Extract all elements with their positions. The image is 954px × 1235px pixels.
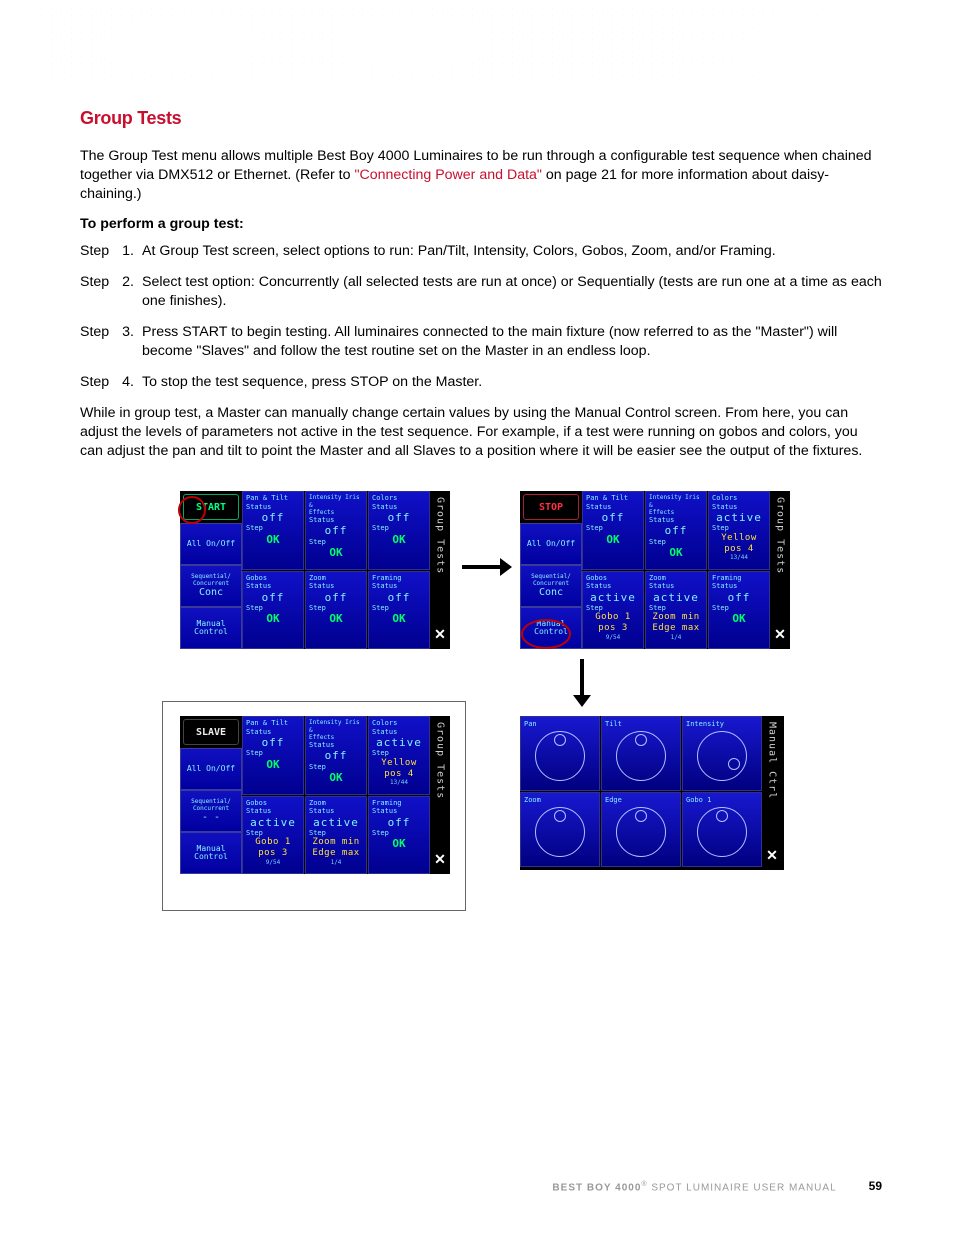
- cell-pan-tilt[interactable]: Pan & TiltStatusoffStepOK: [242, 491, 304, 570]
- cell-intensity[interactable]: Intensity Iris & EffectsStatusoffStepOK: [305, 491, 367, 570]
- cell-zoom[interactable]: ZoomStatusactiveStepZoom min Edge max1/4: [645, 571, 707, 650]
- steps-list: Step 1. At Group Test screen, select opt…: [80, 242, 882, 392]
- panel-master-start: START All On/Off Sequential/ Concurrent …: [180, 491, 450, 649]
- all-onoff-button[interactable]: All On/Off: [180, 523, 242, 565]
- figures-area: START All On/Off Sequential/ Concurrent …: [80, 491, 882, 931]
- tab-manual-ctrl[interactable]: Manual Ctrl: [767, 722, 778, 799]
- dial-tilt[interactable]: Tilt: [601, 716, 681, 791]
- close-icon[interactable]: ✕: [766, 847, 778, 864]
- section-title: Group Tests: [80, 108, 882, 129]
- panel-slave: SLAVE All On/Off Sequential/ Concurrent …: [180, 716, 450, 874]
- all-onoff-button-2[interactable]: All On/Off: [520, 523, 582, 565]
- cell-zoom[interactable]: ZoomStatusoffStepOK: [305, 571, 367, 650]
- manual-control-button-2[interactable]: Manual Control: [520, 607, 582, 649]
- cell-gobos[interactable]: GobosStatusoffStepOK: [242, 571, 304, 650]
- procedure-lead: To perform a group test:: [80, 216, 882, 232]
- footer-title: BEST BOY 4000® SPOT LUMINAIRE USER MANUA…: [552, 1181, 836, 1193]
- dial-zoom[interactable]: Zoom: [520, 792, 600, 867]
- seq-conc-button[interactable]: Sequential/ Concurrent Conc: [180, 565, 242, 607]
- dial-pan[interactable]: Pan: [520, 716, 600, 791]
- cell-framing[interactable]: FramingStatusoffStepOK: [368, 796, 430, 875]
- page-content: Group Tests The Group Test menu allows m…: [80, 108, 882, 931]
- intro-paragraph: The Group Test menu allows multiple Best…: [80, 147, 882, 204]
- page-number: 59: [869, 1179, 882, 1193]
- arrow-right-icon: [462, 555, 512, 579]
- manual-control-button[interactable]: Manual Control: [180, 607, 242, 649]
- cell-gobos[interactable]: GobosStatusactiveStepGobo 1 pos 39/54: [242, 796, 304, 875]
- cell-intensity[interactable]: Intensity Iris & EffectsStatusoffStepOK: [645, 491, 707, 570]
- stop-button[interactable]: STOP: [523, 494, 579, 520]
- cell-zoom[interactable]: ZoomStatusactiveStepZoom min Edge max1/4: [305, 796, 367, 875]
- cell-pan-tilt[interactable]: Pan & TiltStatusoffStepOK: [582, 491, 644, 570]
- test-grid: Pan & TiltStatusoffStepOK Intensity Iris…: [242, 491, 430, 649]
- cell-colors[interactable]: ColorsStatusactiveStepYellow pos 413/44: [708, 491, 770, 570]
- cell-pan-tilt[interactable]: Pan & TiltStatusoffStepOK: [242, 716, 304, 795]
- dial-edge[interactable]: Edge: [601, 792, 681, 867]
- tab-group-tests[interactable]: Group Tests: [435, 722, 446, 799]
- dial-intensity[interactable]: Intensity: [682, 716, 762, 791]
- close-icon[interactable]: ✕: [434, 626, 446, 643]
- cell-framing[interactable]: FramingStatusoffStepOK: [708, 571, 770, 650]
- manual-control-button-3[interactable]: Manual Control: [180, 832, 242, 874]
- link-connecting-power[interactable]: "Connecting Power and Data": [354, 167, 542, 183]
- tab-group-tests[interactable]: Group Tests: [435, 497, 446, 574]
- cell-colors[interactable]: ColorsStatusoffStepOK: [368, 491, 430, 570]
- closing-paragraph: While in group test, a Master can manual…: [80, 404, 882, 461]
- step-2: Step 2. Select test option: Concurrently…: [80, 273, 882, 311]
- cell-framing[interactable]: FramingStatusoffStepOK: [368, 571, 430, 650]
- step-4: Step 4. To stop the test sequence, press…: [80, 373, 882, 392]
- start-button[interactable]: START: [183, 494, 239, 520]
- cell-colors[interactable]: ColorsStatusactiveStepYellow pos 413/44: [368, 716, 430, 795]
- page-footer: BEST BOY 4000® SPOT LUMINAIRE USER MANUA…: [80, 1179, 882, 1193]
- dial-gobo1[interactable]: Gobo 1: [682, 792, 762, 867]
- seq-conc-button-3[interactable]: Sequential/ Concurrent - -: [180, 790, 242, 832]
- close-icon[interactable]: ✕: [774, 626, 786, 643]
- panel-master-stop: STOP All On/Off Sequential/ Concurrent C…: [520, 491, 790, 649]
- step-1: Step 1. At Group Test screen, select opt…: [80, 242, 882, 261]
- cell-intensity[interactable]: Intensity Iris & EffectsStatusoffStepOK: [305, 716, 367, 795]
- cell-gobos[interactable]: GobosStatusactiveStepGobo 1 pos 39/54: [582, 571, 644, 650]
- arrow-down-icon: [570, 659, 594, 707]
- step-3: Step 3. Press START to begin testing. Al…: [80, 323, 882, 361]
- panel-manual-ctrl: Pan Tilt Intensity Zoom Edge Gobo 1 Manu…: [520, 716, 784, 870]
- tab-group-tests[interactable]: Group Tests: [775, 497, 786, 574]
- seq-conc-button-2[interactable]: Sequential/ Concurrent Conc: [520, 565, 582, 607]
- all-onoff-button-3[interactable]: All On/Off: [180, 748, 242, 790]
- close-icon[interactable]: ✕: [434, 851, 446, 868]
- slave-button[interactable]: SLAVE: [183, 719, 239, 745]
